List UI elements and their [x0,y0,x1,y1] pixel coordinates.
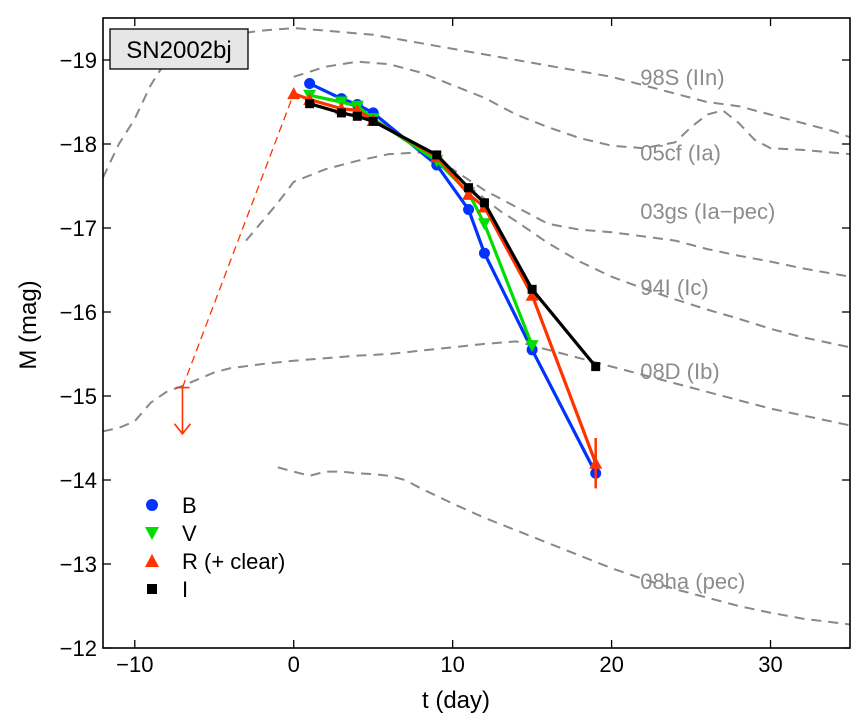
data-point-marker [477,218,491,231]
data-point-marker [147,584,157,594]
template-label: 08ha (pec) [640,569,745,594]
template-curve [356,105,850,349]
data-point-marker [591,362,601,372]
data-point-marker [463,204,475,216]
x-tick-label: 20 [599,652,623,677]
template-label: 98S (IIn) [640,65,724,90]
y-tick-label: −13 [60,552,97,577]
legend-label: V [182,521,197,546]
x-tick-label: 30 [758,652,782,677]
data-point-marker [479,198,489,208]
data-point-marker [527,284,537,294]
data-point-marker [525,340,539,353]
y-tick-label: −18 [60,132,97,157]
legend-label: I [182,577,188,602]
y-axis-label: M (mag) [15,280,42,369]
series-i [305,99,601,372]
data-point-marker [336,108,346,118]
legend-label: R (+ clear) [182,549,285,574]
data-point-marker [145,527,159,540]
y-tick-label: −15 [60,384,97,409]
plot-frame [102,17,851,649]
x-axis-label: t (day) [422,687,490,714]
data-point-marker [287,87,301,100]
upper-limit-arrowhead [173,423,192,436]
template-curve [293,60,850,156]
data-point-marker [304,78,316,90]
x-tick-label: −10 [116,652,153,677]
data-point-marker [525,288,539,301]
series-line [309,102,597,368]
data-point-marker [352,111,362,121]
data-point-marker [478,247,490,259]
data-point-marker [146,499,158,511]
legend: BV R (+ clear) I [145,493,285,602]
y-tick-label: −14 [60,468,97,493]
template-curve [103,340,850,433]
upper-limit-group [173,93,295,436]
series-line [309,93,534,347]
y-tick-label: −16 [60,300,97,325]
series-v [303,89,539,353]
x-tick-label: 0 [288,652,300,677]
series-line [308,82,598,475]
data-point-marker [432,150,442,160]
y-tick-label: −19 [60,48,97,73]
data-point-marker [305,99,315,109]
upper-limit-link-line [181,93,295,388]
series-b [304,78,602,479]
template-labels: 98S (IIn) 05cf (Ia) 03gs (Ia−pec) 94I (Ic) 0… [640,65,775,594]
title-box: SN2002bj [109,28,249,70]
data-series [287,78,603,489]
template-label: 94I (Ic) [640,275,708,300]
series-r [287,87,603,489]
template-label: 03gs (Ia−pec) [640,199,775,224]
y-tick-label: −12 [60,636,97,661]
template-curves [103,27,850,626]
data-point-marker [145,554,159,567]
data-point-marker [462,187,476,200]
data-point-marker [589,456,603,469]
template-label: 05cf (Ia) [640,140,721,165]
chart-title: SN2002bj [126,37,231,64]
series-line [293,92,598,464]
data-point-marker [464,183,474,193]
y-tick-label: −17 [60,216,97,241]
legend-label: B [182,493,197,518]
axes: −10 0 10 20 30 −19 −18 −17 −16 −15 −14 −13 −12 [60,18,850,677]
x-tick-label: 10 [440,652,464,677]
template-curve [277,466,850,626]
template-label: 08D (Ib) [640,359,719,384]
data-point-marker [368,116,378,126]
